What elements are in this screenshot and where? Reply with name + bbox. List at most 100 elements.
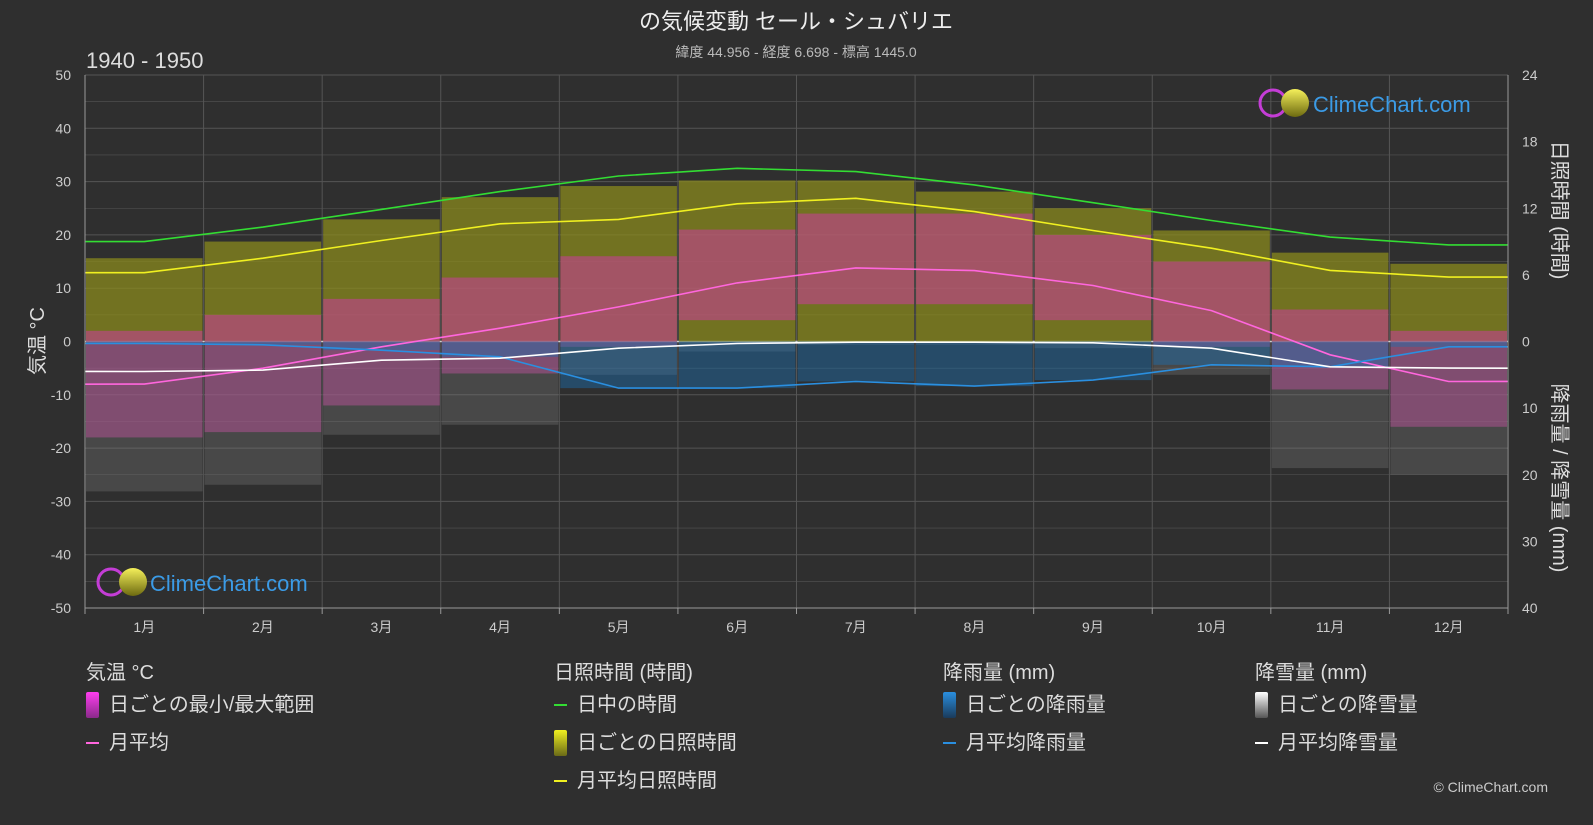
x-tick-label: 7月 [845,619,867,635]
legend-snow-title: 降雪量 (mm) [1255,662,1368,684]
x-tick-label: 8月 [963,619,985,635]
legend-rain-title: 降雨量 (mm) [943,662,1056,684]
temp-band [1034,234,1152,321]
legend-snow-avg-label: 月平均降雪量 [1278,732,1398,754]
snow-bar [1390,341,1507,475]
rain-bar [86,341,203,344]
legend-temp-avg-label: 月平均 [109,732,169,754]
y-right-bottom-tick-label: 20 [1522,467,1538,483]
legend-temp-title: 気温 °C [86,662,154,684]
legend-sun-avg: 月平均日照時間 [554,762,737,800]
temp-avg-line [84,267,1509,385]
snow-bar [204,341,322,485]
temp-avg-swatch [86,742,99,744]
sun-daily-swatch [554,730,567,756]
snow-bar [916,341,1033,345]
legend-daylight: 日中の時間 [554,686,737,724]
grid [84,74,1509,609]
logo-top: ClimeChart.com [1258,88,1471,118]
logo-sun-icon [1281,89,1309,117]
rain-bar [678,341,796,389]
snow-bar [797,341,915,345]
x-tick-label: 3月 [371,619,393,635]
copyright: © ClimeChart.com [1433,779,1548,795]
logo-bottom: ClimeChart.com [96,567,308,597]
chart-subtitle: 緯度 44.956 - 経度 6.698 - 標高 1445.0 [675,44,916,60]
rain-bar [1034,341,1152,381]
legend-temp-range: 日ごとの最小/最大範囲 [86,686,314,724]
temp-band [797,213,915,305]
legend-rain-daily-label: 日ごとの降雨量 [966,694,1106,716]
x-tick-label: 2月 [252,619,274,635]
y-left-tick-label: -40 [51,547,71,563]
x-tick-label: 10月 [1197,619,1227,635]
snow-bar [1271,341,1389,469]
temp-range-swatch [86,692,99,718]
legend-temp-range-label: 日ごとの最小/最大範囲 [109,694,315,716]
logo-sun-icon [119,568,147,596]
legend-snow-daily-label: 日ごとの降雪量 [1278,694,1418,716]
legend-sun-daily-label: 日ごとの日照時間 [577,732,737,754]
snow-avg-line [84,341,1509,373]
rain-bar [916,341,1033,387]
y-right-top-tick-label: 18 [1522,134,1538,150]
y-left-axis-label: 気温 °C [26,307,49,375]
legend: 気温 °C 日ごとの最小/最大範囲 月平均 日照時間 (時間) 日中の時間 日ご… [0,660,1593,820]
temp-band [678,229,796,321]
sunshine-avg-line [84,197,1509,278]
daylight-swatch [554,704,567,706]
rain-daily-swatch [943,692,956,718]
x-tick-label: 4月 [489,619,511,635]
y-right-bottom-tick-label: 40 [1522,600,1538,616]
y-right-top-tick-label: 6 [1522,267,1530,283]
rain-bar [441,341,559,357]
legend-snow-avg: 月平均降雪量 [1255,724,1418,762]
snow-bar [323,341,440,435]
rain-bar [560,341,677,389]
x-tick-label: 1月 [133,619,155,635]
legend-daylight-label: 日中の時間 [577,694,677,716]
y-left-tick-label: -30 [51,493,71,509]
y-right-bottom-tick-label: 10 [1522,400,1538,416]
legend-rain-avg: 月平均降雨量 [943,724,1106,762]
x-tick-label: 9月 [1082,619,1104,635]
period-label: 1940 - 1950 [86,48,203,73]
snow-avg-swatch [1255,742,1268,744]
snow-bar [86,341,203,492]
y-left-tick-label: 10 [55,280,71,296]
y-right-top-axis-label: 日照時間 (時間) [1548,141,1571,280]
x-tick-label: 6月 [726,619,748,635]
sun-avg-swatch [554,780,567,782]
climate-chart: の気候変動 セール・シュバリエ 緯度 44.956 - 経度 6.698 - 標… [26,9,1571,635]
snow-bar [678,341,796,352]
legend-snow-daily: 日ごとの降雪量 [1255,686,1418,724]
y-left-tick-label: 30 [55,174,71,190]
snow-bar [1034,341,1152,349]
y-left-tick-label: -10 [51,387,71,403]
temp-band [1153,261,1270,347]
daylight-line [84,167,1509,246]
sunshine-band [86,258,203,342]
y-right-bottom-tick-label: 30 [1522,533,1538,549]
temp-band [1271,309,1389,390]
x-tick-label: 5月 [608,619,630,635]
rain-bar [204,341,322,345]
series-lines [84,167,1509,389]
y-left-tick-label: 40 [55,120,71,136]
rain-bar [1153,341,1270,365]
legend-sun-daily: 日ごとの日照時間 [554,724,737,762]
logo-text-bottom: ClimeChart.com [150,571,308,596]
y-left-tick-label: -50 [51,600,71,616]
legend-rain-daily: 日ごとの降雨量 [943,686,1106,724]
y-right-bottom-axis-label: 降雨量 / 降雪量 (mm) [1548,384,1571,573]
y-right-top-tick-label: 24 [1522,67,1538,83]
y-left-tick-label: 0 [63,334,71,350]
rain-bar [797,341,915,382]
rain-bar [1390,341,1507,347]
y-left-tick-label: -20 [51,440,71,456]
axes: 50 40 30 20 10 0 -10 -20 -30 -40 -50 24 18 12 6 0 10 20 30… [51,67,1538,635]
legend-snow: 降雪量 (mm) 日ごとの降雪量 月平均降雪量 [1255,660,1418,762]
temp-band [916,213,1033,305]
legend-rain-avg-label: 月平均降雨量 [966,732,1086,754]
legend-rain: 降雨量 (mm) 日ごとの降雨量 月平均降雨量 [943,660,1106,762]
